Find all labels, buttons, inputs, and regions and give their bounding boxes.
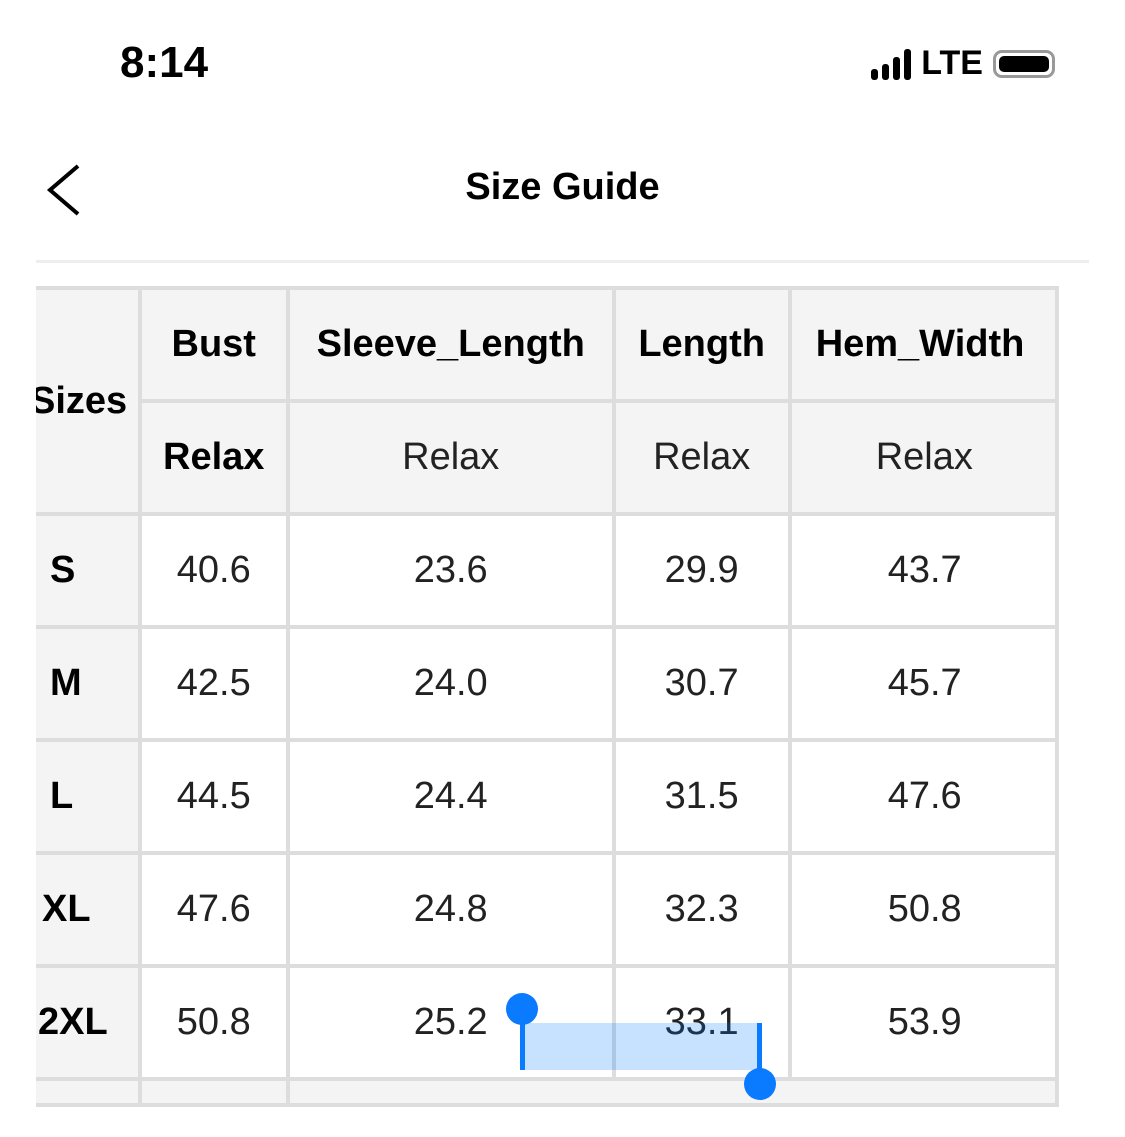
size-label: S <box>36 512 142 629</box>
measurement-cell: 23.6 <box>285 512 616 629</box>
header-divider <box>36 260 1089 263</box>
measurement-cell: 33.1 <box>611 964 792 1081</box>
measurement-cell: 44.5 <box>137 738 290 855</box>
table-row: 2XL 50.8 25.2 33.1 53.9 <box>36 964 1060 1081</box>
fit-header: Relax <box>137 399 290 516</box>
status-time: 8:14 <box>120 38 209 87</box>
battery-icon <box>993 49 1055 78</box>
table-row: XL 47.6 24.8 32.3 50.8 <box>36 851 1060 968</box>
back-button[interactable] <box>44 162 84 218</box>
measurement-cell: 24.4 <box>285 738 616 855</box>
selection-end-handle[interactable] <box>757 1023 762 1083</box>
measurement-cell: 43.7 <box>787 512 1060 629</box>
measurement-cell: 47.6 <box>137 851 290 968</box>
sizes-header: Sizes <box>36 286 142 516</box>
table-row: L 44.5 24.4 31.5 47.6 <box>36 738 1060 855</box>
selection-start-handle[interactable] <box>520 1010 525 1070</box>
measurement-cell: 24.0 <box>285 625 616 742</box>
measurement-cell: 47.6 <box>787 738 1060 855</box>
column-header: Length <box>611 286 792 403</box>
page-title: Size Guide <box>465 166 660 208</box>
size-label: XL <box>36 851 142 968</box>
selection-end-knob[interactable] <box>744 1068 776 1100</box>
table-row-blank <box>36 1077 1060 1107</box>
fit-header: Relax <box>285 399 616 516</box>
signal-icon <box>871 48 912 80</box>
selection-start-knob[interactable] <box>506 993 538 1025</box>
measurement-cell: 42.5 <box>137 625 290 742</box>
measurement-cell: 50.8 <box>787 851 1060 968</box>
column-header: Bust <box>137 286 290 403</box>
size-table-scroll[interactable]: Sizes Bust Sleeve_Length Length Hem_Widt… <box>36 286 1089 1107</box>
size-label: M <box>36 625 142 742</box>
size-label: L <box>36 738 142 855</box>
table-row: S 40.6 23.6 29.9 43.7 <box>36 512 1060 629</box>
text-selection <box>522 1023 760 1070</box>
size-label: 2XL <box>36 964 142 1081</box>
fit-header: Relax <box>611 399 792 516</box>
table-row: M 42.5 24.0 30.7 45.7 <box>36 625 1060 742</box>
column-header: Sleeve_Length <box>285 286 616 403</box>
measurement-cell: 40.6 <box>137 512 290 629</box>
measurement-cell: 32.3 <box>611 851 792 968</box>
status-indicators: LTE <box>871 44 1055 83</box>
size-table: Sizes Bust Sleeve_Length Length Hem_Widt… <box>36 286 1060 1107</box>
measurement-cell: 31.5 <box>611 738 792 855</box>
column-header: Hem_Width <box>787 286 1060 403</box>
measurement-cell: 25.2 <box>285 964 616 1081</box>
measurement-cell: 50.8 <box>137 964 290 1081</box>
network-type: LTE <box>921 44 983 82</box>
measurement-cell: 45.7 <box>787 625 1060 742</box>
measurement-cell: 30.7 <box>611 625 792 742</box>
measurement-cell: 24.8 <box>285 851 616 968</box>
measurement-cell: 29.9 <box>611 512 792 629</box>
fit-header: Relax <box>787 399 1060 516</box>
measurement-cell: 53.9 <box>787 964 1060 1081</box>
